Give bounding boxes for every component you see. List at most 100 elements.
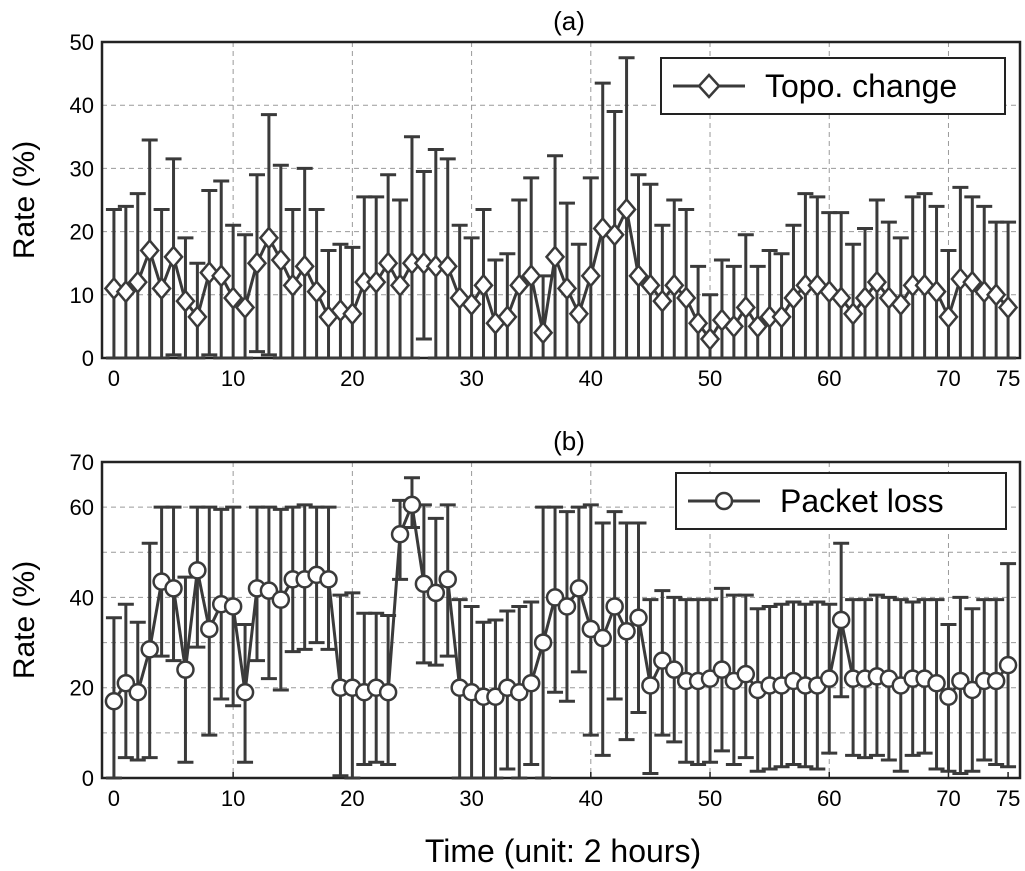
data-point xyxy=(962,270,983,295)
data-point xyxy=(653,651,672,670)
data-point xyxy=(629,608,648,627)
y-tick-label: 60 xyxy=(70,495,94,520)
data-point xyxy=(665,660,684,679)
data-point xyxy=(438,570,457,589)
data-point xyxy=(581,619,601,639)
data-point xyxy=(831,610,851,630)
data-point xyxy=(580,263,601,288)
data-point xyxy=(104,692,124,711)
data-point xyxy=(271,590,291,609)
data-point xyxy=(294,254,315,279)
data-point xyxy=(604,222,625,247)
data-point xyxy=(533,633,553,652)
x-tick-label: 75 xyxy=(996,786,1020,811)
legend-label: Topo. change xyxy=(765,68,957,104)
x-axis-label: Time (unit: 2 hours) xyxy=(425,833,701,869)
data-point xyxy=(568,301,590,326)
y-axis-label: Rate (%) xyxy=(8,561,41,679)
data-point xyxy=(473,273,494,298)
data-point xyxy=(699,327,721,351)
x-tick-label: 30 xyxy=(459,366,483,391)
data-point xyxy=(545,588,565,607)
series-line xyxy=(113,204,1010,342)
data-point xyxy=(200,619,219,639)
data-point xyxy=(389,273,411,298)
data-point xyxy=(377,251,399,276)
y-tick-label: 20 xyxy=(70,676,94,701)
data-point xyxy=(187,304,208,329)
data-point xyxy=(127,270,148,295)
data-point xyxy=(842,301,864,326)
data-point xyxy=(188,561,207,580)
data-point xyxy=(115,279,136,304)
data-point xyxy=(378,682,398,702)
x-tick-label: 50 xyxy=(698,366,722,391)
x-tick-label: 20 xyxy=(340,786,364,811)
data-point xyxy=(783,286,804,310)
data-point xyxy=(319,570,338,589)
data-point xyxy=(437,254,458,279)
x-tick-label: 60 xyxy=(817,366,841,391)
data-point xyxy=(510,682,529,702)
data-point xyxy=(246,251,268,276)
data-point xyxy=(234,295,256,320)
x-tick-label: 70 xyxy=(936,786,960,811)
data-point xyxy=(414,574,434,594)
data-point xyxy=(736,664,756,684)
y-tick-label: 0 xyxy=(82,346,94,371)
legend: Topo. change xyxy=(660,57,1006,115)
x-tick-label: 50 xyxy=(698,786,722,811)
data-point xyxy=(735,295,756,320)
data-point xyxy=(712,660,732,679)
x-tick-label: 70 xyxy=(936,366,960,391)
legend-label: Packet loss xyxy=(780,483,944,519)
data-point xyxy=(652,289,673,314)
data-point xyxy=(151,276,172,301)
x-tick-label: 10 xyxy=(221,366,245,391)
data-point xyxy=(938,304,959,329)
panel-a: 0 10 20 30 40 50 60 70 75 0 10 20 30 40 50 (a) Rate (%) T… xyxy=(8,6,1022,391)
legend: Packet loss xyxy=(675,472,1007,530)
data-point xyxy=(854,286,876,310)
x-tick-label: 10 xyxy=(221,786,245,811)
data-point xyxy=(544,244,566,269)
legend-marker xyxy=(697,73,721,99)
data-point xyxy=(366,270,387,295)
data-point xyxy=(270,248,291,272)
data-point xyxy=(723,314,745,339)
data-point xyxy=(176,660,195,679)
data-point xyxy=(939,687,958,706)
data-point xyxy=(997,295,1019,320)
series-topo-change xyxy=(103,56,1019,360)
y-tick-label: 30 xyxy=(70,156,94,181)
data-point xyxy=(998,655,1018,675)
data-point xyxy=(140,640,159,659)
data-point xyxy=(306,279,327,304)
data-point xyxy=(641,676,660,695)
data-point xyxy=(926,279,947,304)
data-point xyxy=(116,673,136,693)
x-tick-label: 30 xyxy=(459,786,483,811)
data-point xyxy=(747,314,768,339)
data-point xyxy=(223,286,244,310)
data-point xyxy=(497,304,518,329)
data-point xyxy=(223,597,243,616)
data-point xyxy=(211,263,232,288)
data-point xyxy=(164,579,183,598)
data-point xyxy=(175,289,196,314)
x-tick-label: 0 xyxy=(108,366,120,391)
plot-frame xyxy=(100,460,1022,780)
data-point xyxy=(258,225,280,250)
y-tick-label: 20 xyxy=(70,220,94,245)
data-point xyxy=(521,673,541,693)
data-point xyxy=(831,286,852,310)
data-point xyxy=(628,263,649,288)
data-point xyxy=(687,311,709,336)
y-tick-label: 40 xyxy=(70,585,94,610)
data-point xyxy=(259,581,279,600)
data-point xyxy=(640,273,661,298)
x-tick-label: 20 xyxy=(340,366,364,391)
data-point xyxy=(509,273,530,298)
data-point xyxy=(927,673,946,693)
data-point xyxy=(128,682,148,702)
